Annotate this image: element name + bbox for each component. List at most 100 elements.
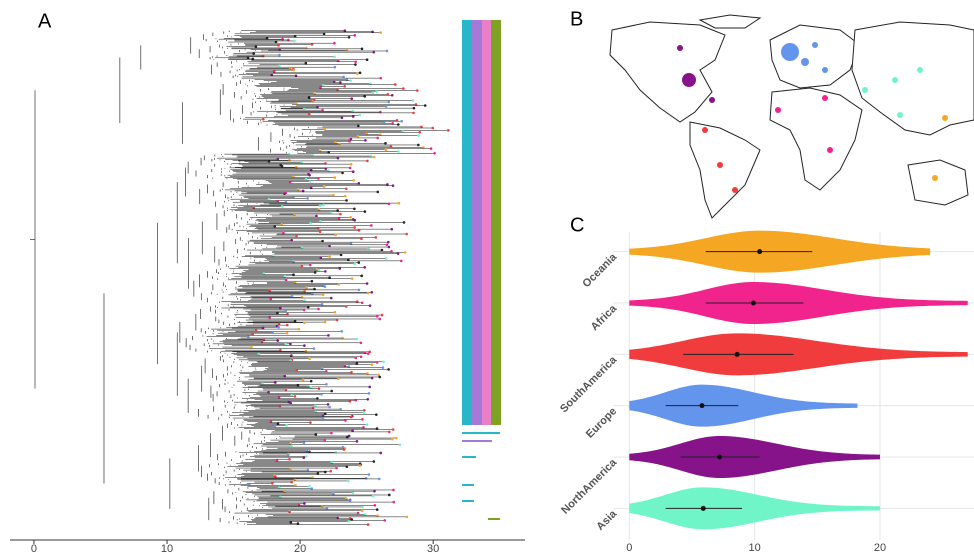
tip xyxy=(357,135,360,138)
tip xyxy=(351,429,354,432)
tip xyxy=(400,260,403,263)
tip xyxy=(271,482,274,485)
tip xyxy=(322,294,325,297)
tip xyxy=(372,51,375,54)
tip xyxy=(289,402,292,405)
tip xyxy=(371,377,374,380)
tip xyxy=(278,323,281,326)
tip xyxy=(391,122,394,125)
tip xyxy=(365,477,368,480)
tip xyxy=(379,452,382,455)
tip xyxy=(333,42,336,45)
tip xyxy=(406,516,409,519)
tip xyxy=(359,71,362,74)
tip xyxy=(311,280,314,283)
tip xyxy=(247,335,250,338)
tip xyxy=(376,137,379,140)
tip xyxy=(422,146,425,149)
tip xyxy=(355,338,358,341)
tip xyxy=(360,355,363,358)
tip xyxy=(309,222,312,225)
tip xyxy=(315,215,318,218)
tip xyxy=(375,236,378,239)
tip xyxy=(295,235,298,238)
tip xyxy=(381,314,384,317)
tip xyxy=(391,94,394,97)
tip xyxy=(286,332,289,335)
tip xyxy=(354,357,357,360)
tip xyxy=(287,454,290,457)
tip xyxy=(397,150,400,153)
category-label: NorthAmerica xyxy=(559,456,620,517)
mean-point xyxy=(757,249,762,254)
tip xyxy=(431,127,434,130)
tip xyxy=(345,199,348,202)
tip xyxy=(294,478,297,481)
tip xyxy=(388,494,391,497)
tip xyxy=(366,58,369,61)
tip xyxy=(261,340,264,343)
tip xyxy=(388,431,391,434)
tip xyxy=(354,63,357,66)
tip xyxy=(412,99,415,102)
tip xyxy=(394,83,397,86)
tip xyxy=(354,262,357,265)
tip xyxy=(307,306,310,309)
tip xyxy=(309,180,312,183)
tip xyxy=(378,478,381,481)
tip xyxy=(338,267,341,270)
tip xyxy=(371,363,374,366)
tip xyxy=(350,242,353,245)
tip xyxy=(367,352,370,355)
tip xyxy=(356,300,359,303)
tip xyxy=(388,203,391,206)
tip xyxy=(366,423,369,426)
tip xyxy=(343,448,346,451)
tip xyxy=(334,234,337,237)
tip xyxy=(315,433,318,436)
tip xyxy=(318,387,321,390)
tip xyxy=(333,56,336,59)
x-tick-label: 10 xyxy=(161,543,173,554)
tip xyxy=(350,97,353,100)
tip xyxy=(353,34,356,37)
tip xyxy=(324,321,327,324)
figure: A B C 0102030 xyxy=(0,0,974,554)
category-label: Oceania xyxy=(580,251,619,290)
tip xyxy=(337,378,340,381)
tip xyxy=(366,398,369,401)
tip xyxy=(288,510,291,513)
tip xyxy=(336,319,339,322)
tip xyxy=(335,467,338,470)
tip xyxy=(356,362,359,365)
tip xyxy=(382,360,385,363)
tip xyxy=(399,443,402,446)
tip xyxy=(326,507,329,510)
tip xyxy=(359,464,362,467)
tip xyxy=(378,376,381,379)
tip xyxy=(324,285,327,288)
tip xyxy=(317,177,320,180)
tip xyxy=(397,252,400,255)
tip xyxy=(329,470,332,473)
tip xyxy=(309,421,312,424)
tip xyxy=(392,184,395,187)
tip xyxy=(317,472,320,475)
tip xyxy=(330,390,333,393)
tip xyxy=(303,321,306,324)
tip xyxy=(305,178,308,181)
tip xyxy=(305,62,308,65)
tip xyxy=(382,366,385,369)
tip xyxy=(342,76,345,79)
tip xyxy=(405,233,408,236)
tip xyxy=(348,140,351,143)
tip xyxy=(293,69,296,72)
tip xyxy=(376,191,379,194)
tip xyxy=(319,230,322,233)
tip xyxy=(268,316,271,319)
tip xyxy=(349,400,352,403)
tip xyxy=(290,481,293,484)
tip xyxy=(308,485,311,488)
tip xyxy=(285,424,288,427)
tip xyxy=(350,416,353,419)
